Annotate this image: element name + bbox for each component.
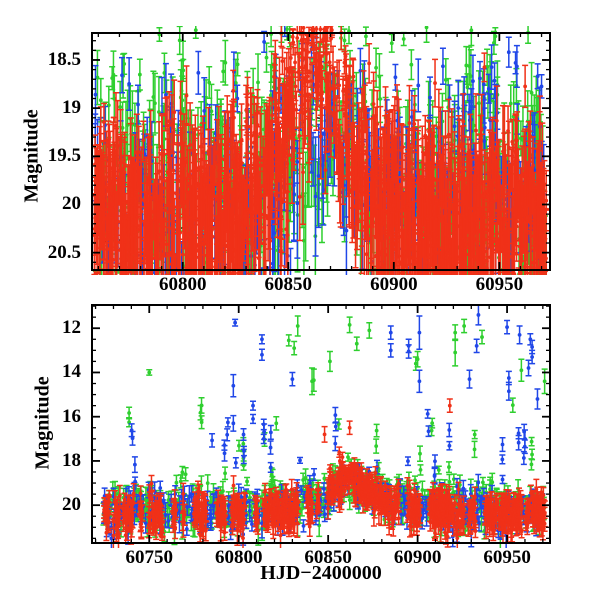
y-tick-label: 16 [62,405,81,427]
y-tick-label: 19.5 [47,145,81,167]
y-tick-label: 14 [62,361,81,383]
x-tick-label: 60850 [304,547,352,568]
x-tick-label: 60900 [370,274,418,295]
x-tick-label: 60900 [393,547,442,568]
x-tick-label: 60800 [214,547,263,568]
y-tick-label: 20 [62,494,81,516]
y-tick-label: 12 [62,317,81,339]
x-axis-title: HJD−2400000 [260,562,382,584]
y-tick-label: 19 [62,97,81,119]
x-tick-label: 60850 [264,274,313,295]
y-tick-label: 18.5 [47,48,81,70]
y-tick-label: 20.5 [47,241,81,263]
y-tick-label: 18 [62,449,81,471]
x-tick-label: 60750 [125,547,174,568]
y-tick-label: 20 [62,193,81,215]
x-tick-label: 60950 [475,274,524,295]
x-tick-label: 60950 [483,547,531,568]
x-tick-label: 60800 [159,274,207,295]
